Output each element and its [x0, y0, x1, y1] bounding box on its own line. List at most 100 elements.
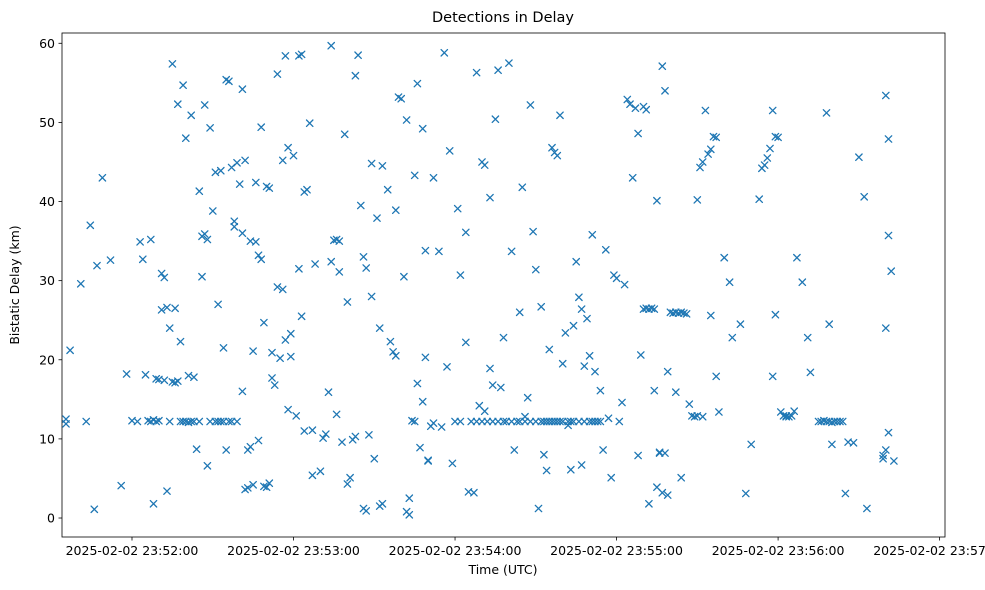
data-point-marker	[879, 454, 887, 463]
data-point-marker	[249, 480, 257, 489]
data-point-marker	[645, 499, 653, 508]
data-point-marker	[351, 71, 360, 80]
data-point-marker	[483, 417, 492, 426]
data-point-marker	[378, 499, 387, 508]
data-point-marker	[308, 426, 317, 435]
data-point-marker	[163, 487, 171, 495]
data-point-marker	[505, 59, 513, 67]
data-point-marker	[278, 156, 287, 165]
data-point-marker	[163, 303, 171, 312]
data-point-marker	[286, 329, 295, 338]
data-point-marker	[365, 431, 373, 439]
data-point-marker	[486, 364, 494, 373]
data-point-marker	[308, 471, 317, 480]
data-point-marker	[230, 217, 239, 226]
data-point-marker	[636, 351, 645, 359]
data-point-marker	[343, 480, 352, 488]
data-point-marker	[192, 445, 201, 454]
data-point-marker	[451, 417, 459, 426]
data-point-marker	[276, 354, 284, 363]
data-point-marker	[367, 159, 376, 168]
data-point-marker	[362, 264, 371, 272]
scatter-points	[62, 41, 898, 519]
data-point-marker	[445, 147, 454, 155]
data-point-marker	[768, 106, 777, 115]
data-point-marker	[725, 278, 734, 287]
data-point-marker	[793, 253, 801, 262]
data-point-marker	[343, 298, 352, 306]
data-point-marker	[225, 417, 233, 426]
data-point-marker	[580, 362, 589, 370]
data-point-marker	[273, 70, 282, 78]
chart-title: Detections in Delay	[432, 10, 574, 26]
data-point-marker	[833, 417, 842, 426]
data-point-marker	[890, 457, 898, 465]
data-point-marker	[478, 417, 486, 426]
data-point-marker	[200, 101, 209, 109]
data-point-marker	[389, 348, 397, 356]
data-point-marker	[176, 337, 185, 346]
y-tick-label: 10	[39, 431, 55, 446]
data-point-marker	[443, 363, 451, 371]
data-point-marker	[486, 193, 494, 202]
data-point-marker	[214, 300, 222, 309]
data-point-marker	[418, 124, 427, 133]
data-point-marker	[233, 158, 241, 167]
data-point-marker	[141, 370, 150, 379]
data-point-marker	[558, 417, 567, 426]
data-point-marker	[760, 161, 769, 169]
data-point-marker	[803, 333, 812, 342]
data-point-marker	[881, 91, 890, 100]
data-point-marker	[661, 449, 669, 457]
data-point-marker	[701, 106, 710, 115]
data-point-marker	[884, 135, 893, 143]
data-point-marker	[340, 130, 349, 139]
data-point-marker	[513, 417, 521, 426]
data-point-marker	[534, 504, 543, 513]
axes-frame	[61, 32, 946, 538]
data-point-marker	[270, 381, 279, 389]
data-point-marker	[580, 417, 589, 426]
data-point-marker	[367, 292, 376, 301]
data-point-marker	[190, 373, 198, 382]
data-point-marker	[391, 351, 400, 360]
data-point-marker	[531, 417, 540, 426]
data-point-marker	[173, 100, 182, 109]
data-point-marker	[190, 417, 198, 426]
data-point-marker	[216, 166, 225, 175]
data-point-marker	[251, 238, 260, 246]
data-point-marker	[642, 105, 651, 114]
data-point-marker	[599, 446, 607, 454]
data-point-marker	[219, 417, 228, 426]
data-point-marker	[537, 417, 546, 426]
data-point-marker	[66, 346, 74, 355]
data-point-marker	[359, 253, 368, 261]
x-tick-label: 2025-02-02 23:52:00	[66, 543, 199, 558]
data-point-marker	[763, 154, 772, 162]
data-point-marker	[206, 417, 214, 426]
data-point-marker	[386, 337, 395, 346]
data-point-marker	[160, 376, 169, 385]
data-point-marker	[429, 419, 438, 427]
data-point-marker	[146, 235, 155, 244]
data-point-marker	[257, 255, 266, 264]
data-point-marker	[461, 228, 470, 237]
data-point-marker	[391, 206, 400, 215]
data-point-marker	[435, 247, 443, 256]
data-point-marker	[251, 178, 260, 187]
x-tick-label: 2025-02-02 23:53:00	[227, 543, 360, 558]
data-point-marker	[356, 201, 365, 210]
data-point-marker	[138, 255, 147, 264]
data-point-marker	[566, 417, 575, 426]
data-point-marker	[303, 185, 311, 194]
data-point-marker	[550, 417, 559, 426]
data-point-marker	[650, 305, 659, 313]
data-point-marker	[453, 204, 462, 213]
data-point-marker	[661, 86, 669, 95]
data-point-marker	[332, 410, 341, 419]
data-point-marker	[526, 101, 535, 109]
data-point-marker	[588, 230, 597, 239]
data-point-marker	[548, 143, 556, 152]
data-point-marker	[265, 479, 274, 488]
data-point-marker	[416, 443, 424, 452]
